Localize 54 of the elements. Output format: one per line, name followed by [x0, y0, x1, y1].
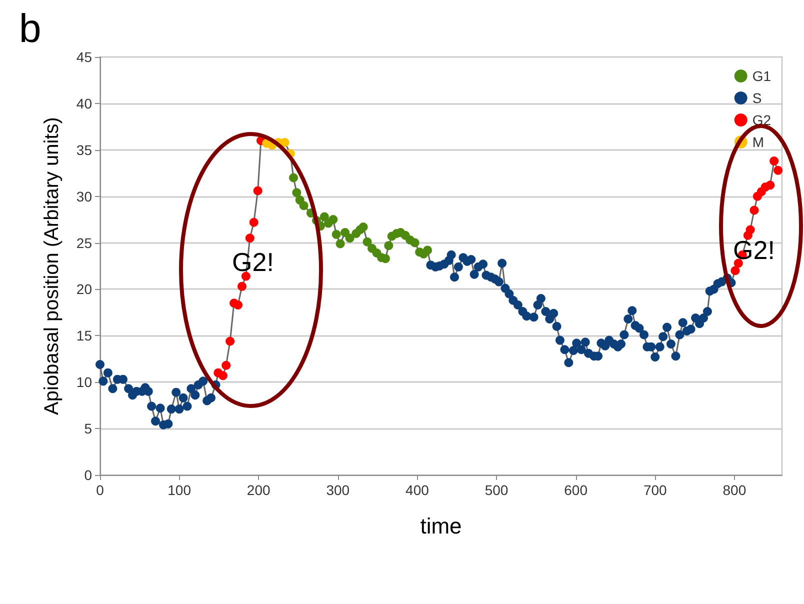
y-tick-label: 0	[84, 467, 92, 483]
point	[245, 234, 254, 243]
point	[292, 188, 302, 198]
point	[345, 234, 354, 243]
point	[766, 180, 775, 190]
y-axis-title: Apiobasal position (Arbitary units)	[41, 117, 63, 415]
x-tick-label: 800	[722, 482, 746, 498]
point	[746, 225, 755, 234]
legend-label: G1	[752, 68, 772, 84]
legend-label: S	[752, 90, 762, 106]
y-tick-label: 25	[76, 234, 92, 251]
point	[340, 228, 350, 238]
point	[233, 300, 242, 310]
point	[320, 212, 329, 222]
point	[253, 186, 262, 196]
point	[289, 173, 298, 182]
x-tick-label: 100	[168, 482, 192, 498]
x-tick-label: 600	[564, 482, 588, 498]
point	[423, 246, 432, 255]
point	[770, 156, 779, 166]
y-tick-label: 20	[76, 281, 92, 298]
x-tick-label: 400	[406, 482, 430, 498]
point	[328, 215, 338, 224]
point	[249, 218, 258, 227]
x-tick-label: 300	[326, 482, 350, 498]
point	[358, 222, 368, 232]
y-tick-label: 45	[76, 49, 92, 65]
y-tick-label: 30	[76, 188, 92, 204]
point	[336, 239, 345, 248]
chart-title: b	[19, 7, 42, 51]
y-tick-label: 40	[76, 95, 92, 112]
y-tick-label: 35	[76, 142, 92, 158]
y-tick-label: 5	[84, 420, 92, 437]
point	[222, 360, 231, 370]
legend-label: G2	[752, 112, 772, 128]
point	[362, 237, 372, 246]
legend-label: M	[752, 134, 764, 150]
x-tick-label: 700	[643, 482, 668, 498]
point	[218, 371, 228, 380]
y-tick-label: 10	[76, 374, 92, 390]
point	[750, 206, 759, 215]
y-tick-label: 15	[76, 328, 92, 344]
point	[237, 282, 246, 291]
x-tick-label: 0	[96, 482, 104, 498]
point	[774, 166, 783, 175]
point	[410, 238, 420, 248]
x-axis-title: time	[420, 514, 462, 538]
x-tick-label: 500	[484, 482, 508, 498]
x-tick-label: 200	[246, 482, 270, 498]
point	[226, 336, 235, 346]
point	[299, 201, 308, 210]
point	[332, 230, 341, 239]
point	[384, 241, 394, 250]
point	[730, 266, 740, 276]
